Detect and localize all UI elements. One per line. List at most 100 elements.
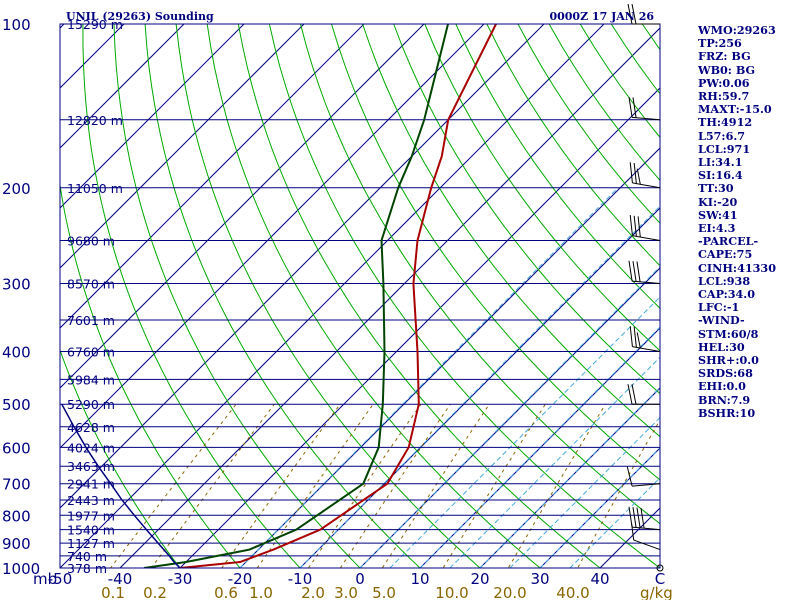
moist-adiabat-line: [449, 356, 660, 568]
index-line: LI:34.1: [698, 155, 743, 170]
temperature-tick-label: -20: [228, 570, 253, 588]
wind-barb-feather: [640, 507, 645, 529]
wind-barb-feather: [636, 507, 641, 528]
wind-barb-staff: [632, 280, 661, 285]
dry-adiabat-line: [113, 24, 361, 568]
height-label: 740 m: [67, 549, 107, 564]
mixing-ratio-line: [109, 403, 237, 568]
index-line: PW:0.06: [698, 75, 750, 90]
isotherm-line: [60, 24, 425, 389]
index-line: TH:4912: [698, 115, 753, 130]
wind-barb-feather: [632, 261, 637, 282]
series-line-temperature: [179, 24, 497, 568]
moist-adiabat-line: [419, 326, 660, 568]
pressure-tick-label: 100: [2, 16, 31, 34]
wind-barb-feather: [628, 506, 633, 528]
chart-series: [61, 24, 497, 568]
pressure-tick-label: 200: [2, 180, 31, 198]
dry-adiabat-line: [486, 24, 660, 267]
wind-barb-feather: [633, 162, 637, 184]
isotherm-line: [179, 87, 660, 568]
index-line: RH:59.7: [698, 89, 750, 104]
pressure-tick-label: 600: [2, 439, 31, 457]
wind-barb-feather: [627, 3, 633, 25]
wind-barb-feather: [629, 326, 633, 347]
isotherm-line: [60, 24, 365, 329]
moist-adiabat-line: [359, 266, 660, 568]
temperature-tick-label: 0: [355, 570, 365, 588]
header-right-title: 0000Z 17 JAN 26: [549, 10, 654, 23]
mixing-ratio-tick-label: 20.0: [493, 584, 526, 600]
index-line: BRN:7.9: [698, 392, 751, 407]
mixing-ratio-line: [577, 418, 660, 568]
height-label: 9680 m: [67, 233, 115, 248]
height-label: 2941 m: [67, 477, 115, 492]
pressure-tick-label: 800: [2, 507, 31, 525]
dry-adiabat-line: [393, 24, 660, 395]
mixing-ratio-tick-label: 40.0: [556, 584, 589, 600]
dry-adiabat-line: [362, 24, 660, 438]
wind-barb-feather: [628, 96, 633, 118]
wind-barb-feather: [631, 384, 637, 405]
moist-adiabat-line: [479, 386, 660, 568]
dry-adiabat-line: [144, 24, 421, 568]
height-label: 1127 m: [67, 536, 115, 551]
isotherm-line: [60, 24, 605, 568]
height-label: 5290 m: [67, 397, 115, 412]
moist-adiabat-line: [389, 296, 660, 568]
height-label: 6760 m: [67, 345, 115, 360]
height-label: 15290 m: [67, 17, 123, 32]
mixing-ratio-tick-label: 5.0: [372, 584, 396, 600]
wind-barb-feather: [629, 162, 633, 183]
mixing-ratio-tick-label: 0.1: [101, 584, 125, 600]
dry-adiabat-line: [206, 24, 541, 568]
pressure-tick-label: 1000: [2, 560, 40, 578]
index-line: CAPE:75: [698, 247, 753, 262]
indices-panel: WMO:29263 TP:256 FRZ: BG WB0: BG PW:0.06 RH:5…: [698, 23, 798, 420]
temperature-tick-label: -30: [168, 570, 193, 588]
wind-barb-feather: [629, 215, 633, 236]
mixing-ratio-tick-label: 1.0: [249, 584, 273, 600]
temperature-tick-label: -10: [288, 570, 313, 588]
height-label: 3463 m: [67, 459, 115, 474]
wind-barb-staff: [632, 526, 661, 531]
index-line: L57:6.7: [698, 128, 746, 143]
dry-adiabat-line: [82, 24, 301, 568]
index-line: SI:16.4: [698, 168, 743, 183]
moist-adiabat-line: [539, 446, 660, 568]
temperature-tick-label: -50: [48, 570, 73, 588]
wind-barb-staff: [632, 235, 661, 241]
isotherm-line: [119, 27, 660, 568]
temperature-tick-label: 30: [530, 570, 549, 588]
moist-adiabat-line: [569, 477, 660, 568]
mixing-ratio-unit-label: g/kg: [640, 584, 673, 600]
height-label: 7601 m: [67, 313, 115, 328]
wind-calm-circle: [656, 564, 664, 572]
isotherm-line: [60, 24, 245, 209]
wind-barb-feather: [633, 215, 637, 237]
isotherm-line: [60, 24, 545, 509]
height-label: 5984 m: [67, 372, 115, 387]
mixing-ratio-line: [256, 403, 374, 568]
index-line: TP:256: [698, 36, 742, 51]
header-left-title: UNIL (29263) Sounding: [66, 10, 214, 23]
pressure-tick-label: 900: [2, 535, 31, 553]
wind-barb-staff: [632, 182, 661, 189]
index-line: EI:4.3: [698, 221, 736, 236]
index-line: SW:41: [698, 207, 738, 222]
height-label: 378 m: [67, 561, 107, 576]
wind-barb-staff: [633, 539, 661, 551]
index-line: STM:60/8: [698, 326, 759, 341]
wind-barb-feather: [632, 507, 637, 528]
dry-adiabat-line: [300, 24, 660, 525]
index-line: SHR+:0.0: [698, 353, 759, 368]
height-label: 12820 m: [67, 113, 123, 128]
chart-grid: [60, 24, 660, 568]
moist-adiabat-line: [239, 187, 619, 568]
wind-barb-feather: [628, 260, 633, 282]
index-line: LCL:971: [698, 141, 751, 156]
series-line-dewpoint: [143, 24, 449, 568]
mixing-ratio-tick-label: 0.6: [214, 584, 238, 600]
isotherm-line: [60, 24, 185, 149]
mixing-ratio-tick-label: 3.0: [334, 584, 358, 600]
